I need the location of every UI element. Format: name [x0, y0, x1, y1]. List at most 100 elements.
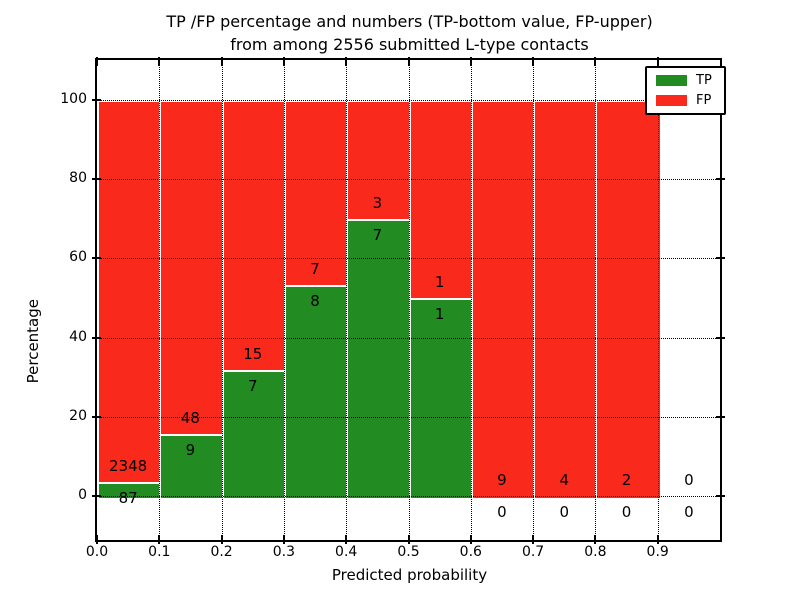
x-tick-mark	[158, 535, 161, 544]
x-tick-label: 0.9	[646, 544, 669, 560]
fp-bar-segment	[408, 99, 475, 302]
x-gridline	[657, 60, 659, 540]
x-tick-mark-top	[532, 57, 535, 66]
x-tick-mark	[282, 535, 285, 544]
x-tick-mark-top	[345, 57, 348, 66]
fp-bar-segment	[159, 99, 226, 438]
legend-label-tp: TP	[696, 73, 712, 88]
x-tick-mark-top	[220, 57, 223, 66]
x-tick-label: 0.0	[85, 544, 109, 560]
fp-count-label: 1	[434, 273, 445, 292]
fp-bar-segment	[283, 99, 351, 289]
chart-title: TP /FP percentage and numbers (TP-bottom…	[97, 10, 722, 56]
x-tick-label: 0.3	[272, 544, 296, 560]
fp-color-swatch	[656, 95, 687, 106]
plot-area: 2348 87 48 9 15 7 7 8 3 7 1 1 9 0 4 0 2 0 0 0 0.0 0.1 0.2 0.3 0…	[60, 57, 725, 560]
y-tick-mark	[92, 416, 101, 419]
tp-count-label: 87	[118, 489, 138, 508]
fp-count-label: 0	[684, 471, 694, 490]
y-tick-mark-right	[716, 495, 725, 498]
tp-bar-segment	[346, 218, 413, 501]
fp-count-label: 2348	[109, 457, 148, 476]
x-gridline	[159, 60, 161, 540]
y-tick-mark-right	[716, 336, 725, 339]
x-tick-label: 0.4	[335, 544, 358, 560]
x-tick-label: 0.5	[397, 544, 420, 560]
tp-count-label: 0	[684, 503, 694, 522]
tp-bar-segment	[408, 298, 475, 501]
fp-count-label: 48	[180, 408, 200, 427]
tp-count-label: 0	[497, 503, 507, 522]
y-tick-mark	[92, 257, 101, 260]
x-tick-mark-top	[407, 57, 410, 66]
x-tick-mark	[345, 535, 348, 544]
x-tick-mark	[220, 535, 223, 544]
fp-count-label: 3	[372, 193, 383, 212]
x-tick-label: 0.1	[148, 544, 171, 560]
chart-title-line2: from among 2556 submitted L-type contact…	[230, 35, 589, 54]
x-axis-label: Predicted probability	[331, 566, 488, 584]
x-tick-mark-top	[469, 57, 472, 66]
x-tick-mark-top	[158, 57, 161, 66]
fp-count-label: 2	[621, 471, 632, 490]
y-tick-mark-right	[716, 178, 725, 180]
tp-bar-segment	[221, 370, 288, 501]
x-tick-mark	[96, 535, 98, 544]
x-tick-mark	[594, 535, 597, 544]
x-tick-label: 0.8	[584, 544, 607, 560]
x-tick-mark-top	[656, 57, 659, 66]
y-tick-mark-right	[716, 416, 725, 419]
tp-count-label: 1	[434, 304, 445, 323]
x-gridline	[283, 60, 285, 540]
tp-bar-segment	[159, 433, 226, 501]
fp-bar-segment	[346, 99, 413, 223]
x-tick-label: 0.7	[521, 544, 545, 560]
tp-count-label: 0	[621, 503, 632, 522]
x-tick-label: 0.6	[459, 544, 482, 560]
legend: TP FP	[645, 66, 726, 115]
x-gridline	[221, 60, 223, 540]
x-tick-mark	[532, 535, 535, 544]
legend-row-fp: FP	[656, 93, 712, 108]
fp-count-label: 9	[497, 471, 507, 490]
y-tick-label: 80	[69, 170, 87, 186]
x-gridline	[533, 60, 535, 540]
y-tick-label: 0	[78, 487, 87, 504]
fp-bar-segment	[595, 99, 662, 501]
legend-label-fp: FP	[696, 93, 712, 108]
fp-count-label: 7	[310, 259, 320, 278]
tp-bar-segment	[283, 284, 351, 501]
y-tick-mark	[92, 495, 101, 498]
x-gridline	[470, 60, 472, 540]
y-tick-mark	[92, 178, 101, 180]
y-tick-mark	[92, 336, 101, 339]
x-gridline	[346, 60, 348, 540]
fp-bar-segment	[221, 99, 288, 375]
x-tick-mark	[407, 535, 410, 544]
y-tick-label: 100	[60, 90, 87, 107]
x-gridline	[408, 60, 410, 540]
x-tick-mark-top	[96, 57, 98, 66]
tp-count-label: 8	[310, 291, 320, 310]
tp-count-label: 7	[247, 377, 258, 395]
tp-count-label: 0	[559, 503, 570, 522]
tp-count-label: 9	[185, 440, 196, 459]
x-tick-mark	[656, 535, 659, 544]
x-gridline	[595, 60, 597, 540]
tp-color-swatch	[656, 75, 687, 86]
y-tick-label: 40	[69, 328, 87, 345]
x-tick-label: 0.2	[210, 544, 233, 560]
chart-title-line1: TP /FP percentage and numbers (TP-bottom…	[166, 12, 653, 31]
legend-row-tp: TP	[656, 73, 712, 88]
fp-bar-segment	[97, 99, 164, 487]
fp-count-label: 15	[243, 345, 263, 364]
x-tick-mark-top	[594, 57, 597, 66]
fp-bar-segment	[470, 99, 538, 501]
y-tick-mark	[92, 98, 101, 101]
y-tick-mark-right	[716, 257, 725, 260]
x-tick-mark-top	[282, 57, 285, 66]
y-tick-label: 20	[69, 408, 87, 425]
x-tick-mark	[469, 535, 472, 544]
fp-count-label: 4	[559, 471, 570, 490]
